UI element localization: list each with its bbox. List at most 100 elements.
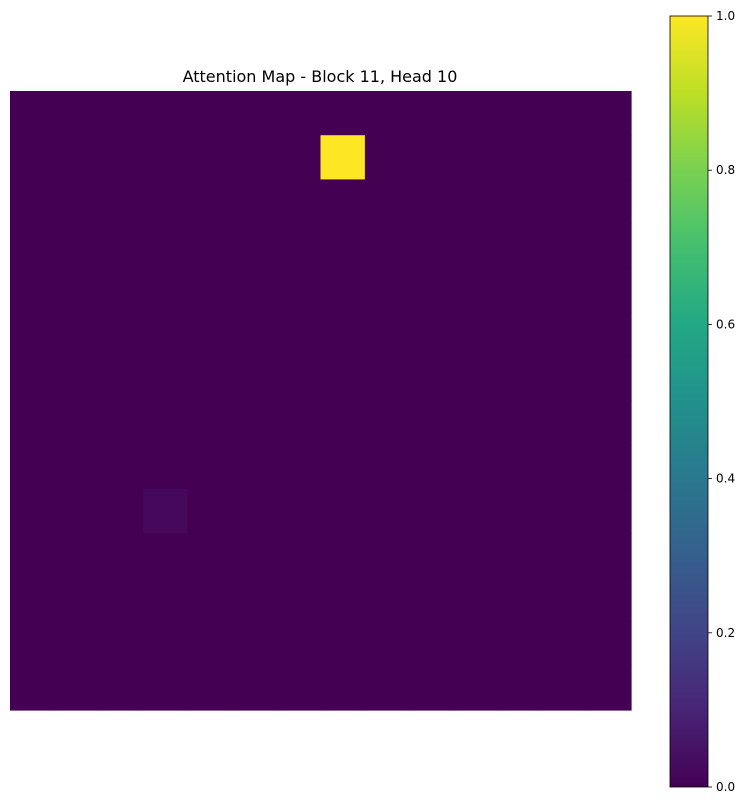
heatmap-cell — [586, 665, 632, 711]
heatmap-cell — [187, 223, 233, 269]
heatmap-cell — [364, 577, 410, 623]
heatmap-cell — [364, 223, 410, 269]
heatmap-cell — [98, 135, 144, 181]
heatmap-cell — [98, 400, 144, 446]
heatmap-cell — [10, 135, 55, 181]
heatmap-cell — [276, 577, 322, 623]
heatmap-cell — [497, 91, 543, 136]
heatmap-cell — [10, 488, 55, 534]
heatmap-cell — [453, 488, 499, 534]
heatmap-cell — [497, 533, 543, 578]
heatmap-cell — [98, 488, 144, 534]
heatmap-cell — [187, 312, 233, 357]
heatmap-cell — [231, 621, 277, 667]
heatmap-cell — [453, 135, 499, 181]
heatmap-cell — [231, 267, 277, 313]
heatmap-cell — [187, 400, 233, 446]
heatmap-cell — [364, 135, 410, 181]
heatmap-cell — [586, 267, 632, 313]
heatmap-cell — [409, 179, 455, 225]
heatmap-cell — [10, 91, 55, 136]
heatmap-cell — [586, 488, 632, 534]
heatmap-cell — [586, 356, 632, 402]
heatmap-cell — [10, 533, 55, 578]
heatmap-cell — [231, 444, 277, 490]
heatmap-cell — [98, 179, 144, 225]
heatmap-cell — [10, 400, 55, 446]
heatmap-cell — [143, 312, 189, 357]
heatmap-cell — [497, 135, 543, 181]
heatmap-cell — [276, 91, 322, 136]
heatmap-cell — [409, 312, 455, 357]
heatmap-cell — [542, 400, 588, 446]
heatmap-cell — [497, 179, 543, 225]
heatmap-cell — [364, 665, 410, 711]
heatmap-cell — [143, 135, 189, 181]
heatmap-cell — [54, 356, 100, 402]
heatmap-cell — [10, 356, 55, 402]
heatmap-cell — [453, 267, 499, 313]
heatmap-cell — [542, 179, 588, 225]
chart-title: Attention Map - Block 11, Head 10 — [183, 67, 458, 86]
heatmap-cell — [453, 533, 499, 578]
heatmap-cell — [231, 356, 277, 402]
heatmap-cell — [98, 444, 144, 490]
heatmap-cell — [586, 179, 632, 225]
heatmap-cell — [586, 533, 632, 578]
heatmap-cell — [98, 577, 144, 623]
heatmap-cell — [320, 91, 366, 136]
heatmap-cell — [497, 665, 543, 711]
heatmap-cell — [54, 267, 100, 313]
heatmap-cell — [409, 488, 455, 534]
heatmap-cell — [320, 444, 366, 490]
heatmap-cell — [10, 444, 55, 490]
heatmap-cell — [54, 577, 100, 623]
heatmap-cell — [364, 312, 410, 357]
heatmap-cell — [453, 223, 499, 269]
heatmap-cell — [143, 223, 189, 269]
heatmap-cell — [497, 400, 543, 446]
heatmap-cell — [231, 312, 277, 357]
heatmap-cell — [187, 444, 233, 490]
heatmap-cell — [586, 135, 632, 181]
heatmap-cell — [187, 488, 233, 534]
heatmap-cell — [542, 135, 588, 181]
colorbar-tick-label: 1.0 — [716, 9, 735, 23]
colorbar: 0.0 0.2 0.4 0.6 0.8 1.0 — [669, 9, 735, 794]
heatmap-cell — [320, 665, 366, 711]
heatmap-cell — [364, 533, 410, 578]
heatmap-cell — [409, 356, 455, 402]
heatmap-cell — [54, 223, 100, 269]
heatmap-cell — [187, 91, 233, 136]
heatmap-cell — [453, 400, 499, 446]
heatmap-cell — [276, 621, 322, 667]
heatmap-cell — [586, 621, 632, 667]
heatmap-cell — [542, 223, 588, 269]
heatmap-cell — [409, 91, 455, 136]
heatmap-cell — [231, 665, 277, 711]
heatmap-cell — [54, 444, 100, 490]
heatmap-cell — [320, 621, 366, 667]
heatmap-cell — [276, 356, 322, 402]
heatmap-cell — [497, 577, 543, 623]
heatmap-cell — [320, 179, 366, 225]
heatmap-cell — [542, 533, 588, 578]
heatmap-cell — [187, 267, 233, 313]
heatmap-cell — [143, 400, 189, 446]
heatmap-cell — [409, 267, 455, 313]
heatmap-cell — [320, 488, 366, 534]
heatmap-cell — [453, 91, 499, 136]
heatmap-cell — [320, 223, 366, 269]
heatmap-cell — [453, 179, 499, 225]
heatmap-cell — [143, 267, 189, 313]
heatmap-cell — [276, 223, 322, 269]
heatmap-cell — [409, 135, 455, 181]
heatmap-cell — [320, 400, 366, 446]
heatmap-cell — [187, 621, 233, 667]
heatmap-cell — [231, 223, 277, 269]
heatmap-cell — [542, 488, 588, 534]
heatmap-cell — [143, 179, 189, 225]
heatmap-cell — [54, 312, 100, 357]
heatmap-cell — [231, 533, 277, 578]
